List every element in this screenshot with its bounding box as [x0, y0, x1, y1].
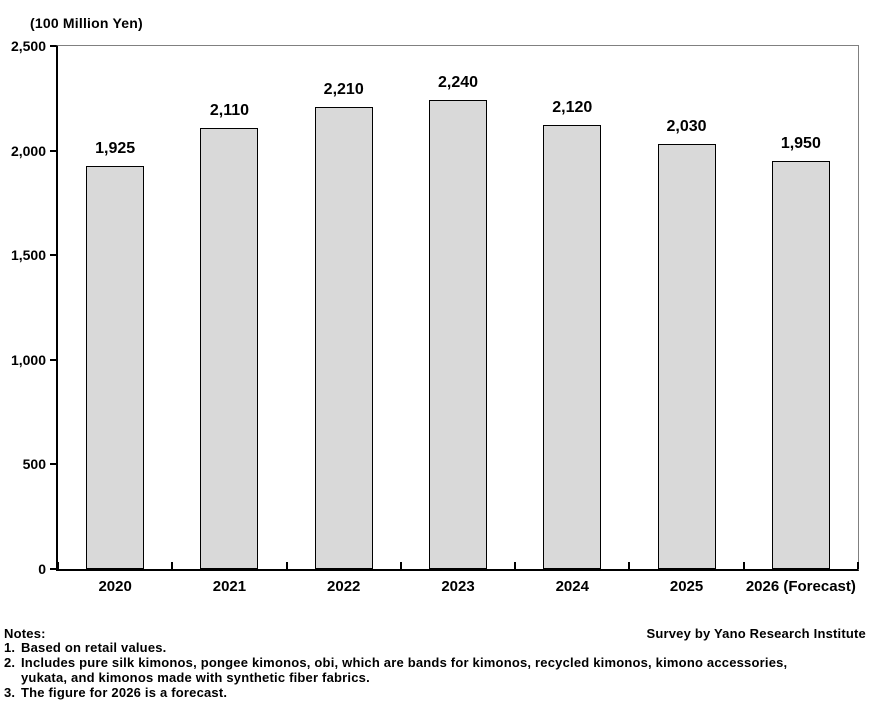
note-item-1: 1. Based on retail values. [4, 640, 866, 656]
bar [771, 161, 830, 569]
notes-section: Notes: Survey by Yano Research Institute… [4, 626, 866, 701]
y-axis-tick [50, 45, 56, 47]
note-item-3: 3. The figure for 2026 is a forecast. [4, 684, 866, 701]
x-axis-tick [400, 562, 402, 569]
y-axis-tick-label: 2,500 [10, 38, 46, 54]
x-axis-tick [628, 562, 630, 569]
y-axis-tick [50, 150, 56, 152]
y-axis-tick [50, 254, 56, 256]
x-axis-tick-label: 2022 [327, 578, 361, 595]
note-number: 2. [4, 654, 16, 670]
x-axis-tick-label: 2023 [441, 578, 475, 595]
y-axis-tick-label: 0 [38, 561, 46, 577]
note-number: 1. [4, 640, 16, 655]
note-text: The figure for 2026 is a forecast. [21, 684, 228, 700]
note-text: Based on retail values. [21, 640, 167, 655]
y-axis-tick-label: 2,000 [10, 143, 46, 159]
bar [543, 125, 602, 569]
y-axis-tick-label: 1,000 [10, 352, 46, 368]
bar-value-label: 1,925 [95, 140, 136, 157]
x-axis-tick [286, 562, 288, 569]
bar [429, 100, 487, 569]
x-axis-tick-label: 2024 [555, 578, 589, 595]
bar [657, 144, 716, 569]
x-axis-tick [57, 562, 59, 569]
note-number: 3. [4, 684, 16, 700]
bar-value-label: 2,030 [666, 118, 707, 135]
note-text: Includes pure silk kimonos, pongee kimon… [21, 654, 788, 685]
bar-value-label: 2,120 [552, 99, 593, 116]
bar [86, 166, 145, 569]
y-axis-tick-label: 1,500 [10, 247, 46, 263]
x-axis-tick [514, 562, 516, 569]
x-axis-tick-label: 2026 (Forecast) [745, 578, 856, 595]
x-axis-tick-label: 2025 [669, 578, 704, 595]
y-axis-tick [50, 463, 56, 465]
bar-value-label: 2,110 [209, 102, 249, 119]
y-axis-tick [50, 359, 56, 361]
x-axis-tick [171, 562, 173, 569]
y-axis-tick [50, 568, 56, 570]
note-item-2: 2. Includes pure silk kimonos, pongee ki… [4, 654, 866, 686]
x-axis-tick [857, 562, 859, 569]
x-axis-tick [743, 562, 745, 569]
y-axis-unit-label: (100 Million Yen) [30, 15, 143, 31]
notes-header-row: Notes: Survey by Yano Research Institute [4, 626, 866, 641]
bar [314, 107, 373, 569]
attribution: Survey by Yano Research Institute [646, 626, 866, 641]
bar-value-label: 1,950 [780, 135, 821, 152]
bar [200, 128, 259, 569]
x-axis-tick-label: 2021 [212, 578, 247, 595]
x-axis-tick-label: 2020 [98, 578, 132, 595]
y-axis-tick-label: 500 [22, 456, 46, 472]
notes-heading: Notes: [4, 626, 46, 641]
bar-value-label: 2,240 [437, 74, 479, 91]
bar-value-label: 2,210 [323, 81, 364, 98]
